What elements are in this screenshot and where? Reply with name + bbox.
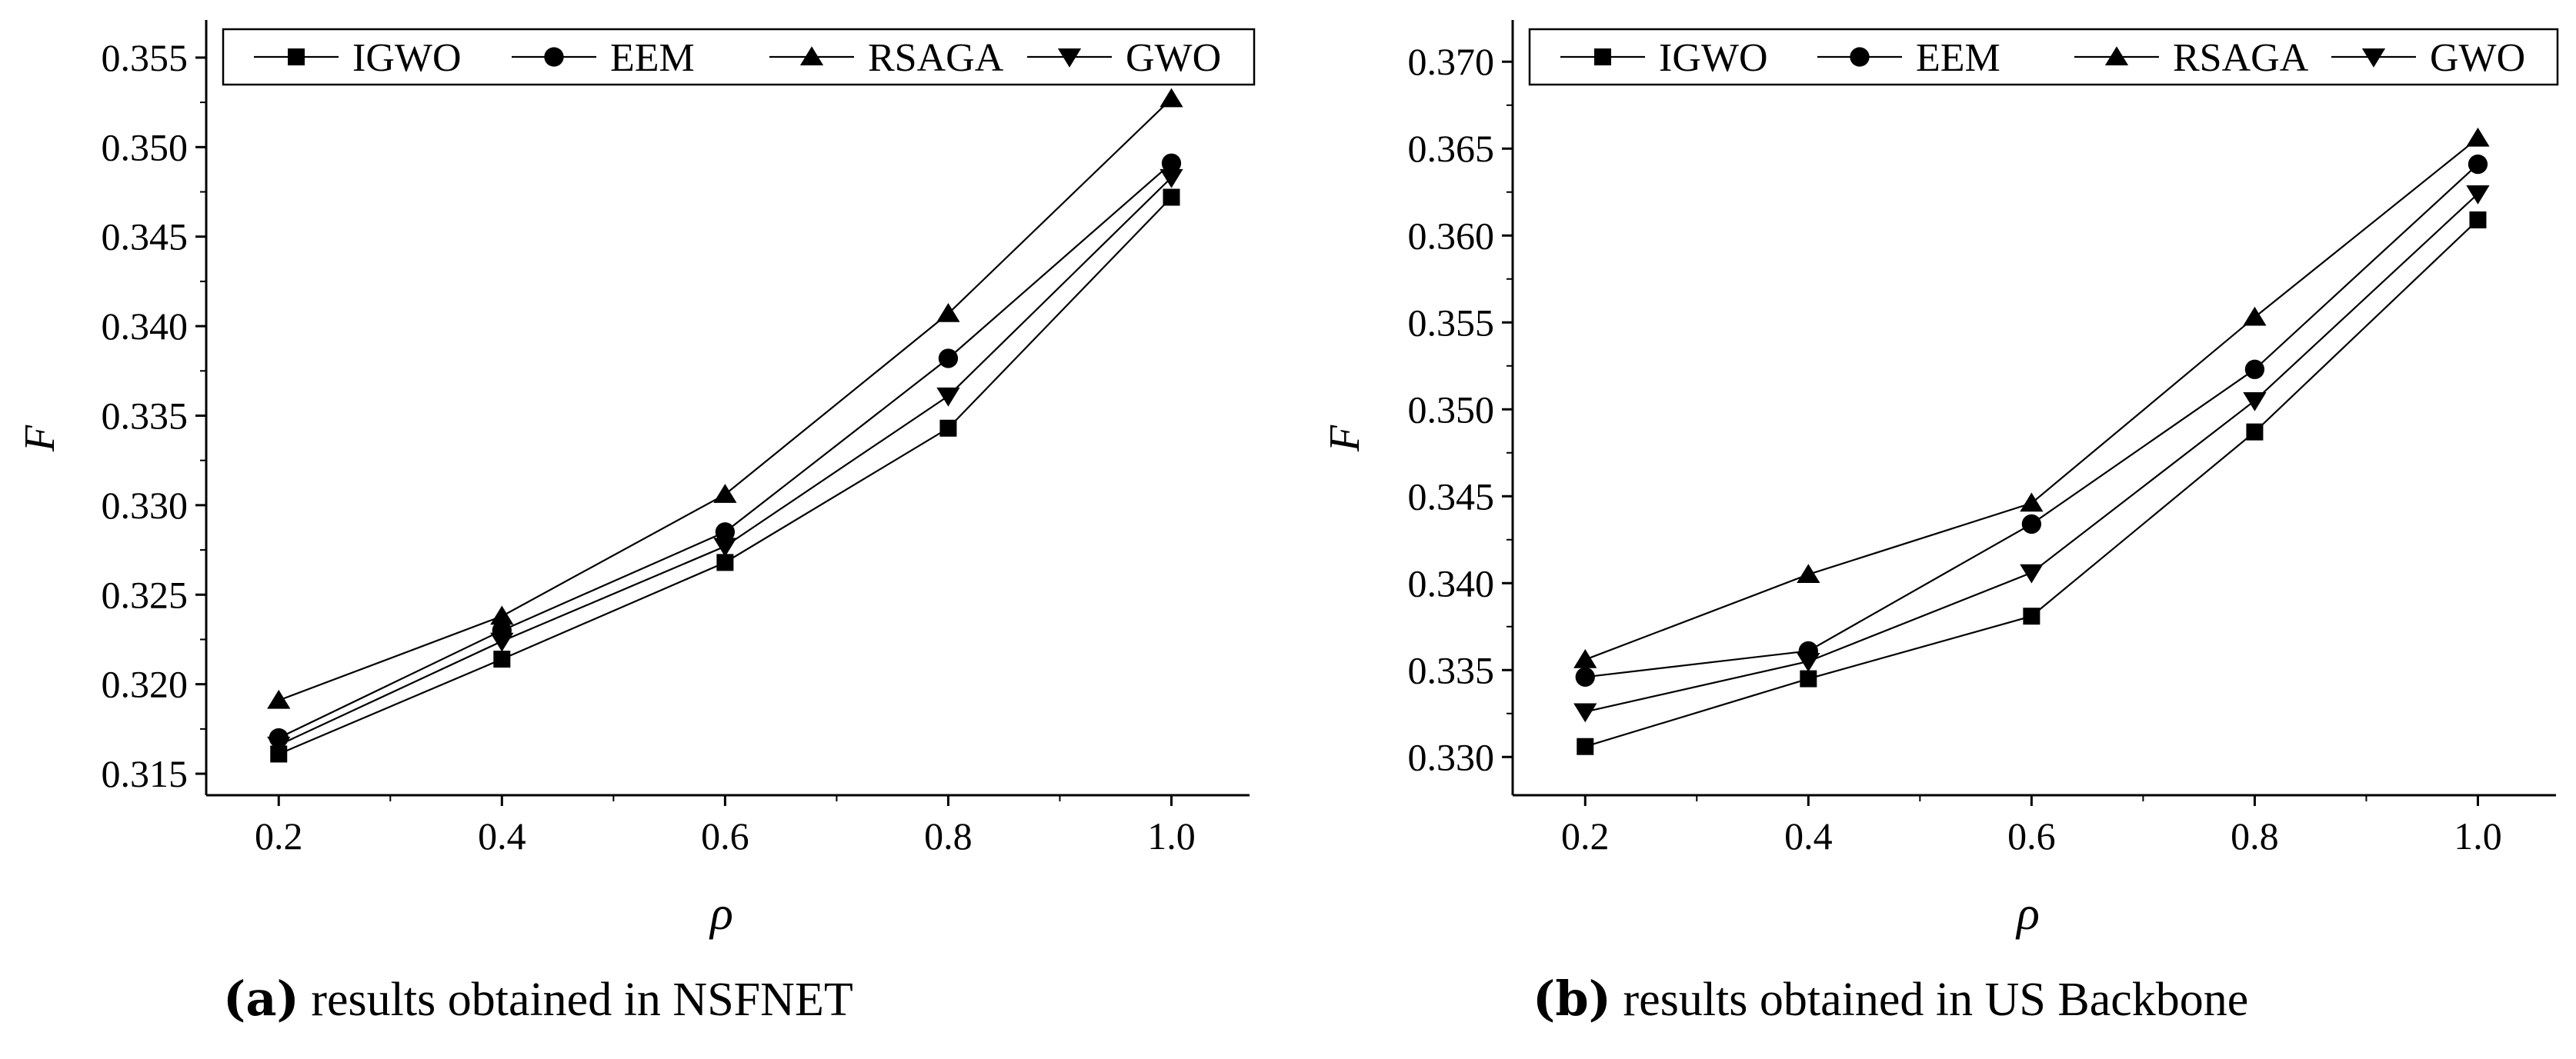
- chart-b-series-gwo-line: [1585, 193, 2479, 713]
- chart-b-legend-rsaga-marker: [2104, 46, 2129, 65]
- chart-b-y-tick-label: 0.330: [1408, 735, 1495, 778]
- chart-a-series-rsaga-line: [278, 98, 1173, 701]
- chart-b-series-igwo-point: [2023, 608, 2040, 625]
- chart-b-y-tick-label: 0.335: [1408, 648, 1495, 691]
- chart-b-series-igwo-point: [1800, 670, 1817, 688]
- chart-b-series-eem-point: [2468, 154, 2488, 175]
- chart-b-legend-igwo-marker: [1594, 48, 1611, 65]
- chart-b-legend-gwo-marker: [2361, 48, 2386, 68]
- chart-a-y-tick-label: 0.320: [102, 663, 189, 706]
- chart-a-legend-gwo-label: GWO: [1126, 36, 1221, 80]
- chart-b-series-igwo-point: [2469, 211, 2487, 228]
- chart-a-y-tick-label: 0.345: [102, 215, 189, 258]
- chart-a-series-igwo-point: [493, 651, 511, 668]
- chart-b-series-igwo-point: [2246, 423, 2264, 441]
- chart-a-series-gwo-point: [713, 538, 737, 558]
- chart-a-legend-eem-marker: [544, 47, 564, 67]
- chart-a-series-gwo-point: [1160, 168, 1183, 188]
- chart-a-y-tick-label: 0.330: [102, 484, 189, 527]
- chart-a-series-eem-point: [1161, 153, 1182, 173]
- chart-a-series-rsaga-point: [1160, 88, 1183, 108]
- chart-a-series-gwo-line: [278, 177, 1173, 746]
- chart-b-series-gwo-point: [2466, 185, 2490, 205]
- chart-b-x-axis-label: ρ: [2015, 887, 2040, 940]
- caption-b-letter: (b): [1533, 971, 1612, 1027]
- chart-a-series-gwo-point: [267, 736, 291, 756]
- chart-a-series-rsaga-point: [490, 605, 514, 625]
- chart-a-y-tick-label: 0.315: [102, 752, 189, 795]
- chart-b-legend-eem-marker: [1850, 47, 1870, 67]
- chart-b-x-tick-label: 0.2: [1561, 814, 1610, 858]
- chart-a-x-tick-label: 0.2: [255, 814, 303, 858]
- chart-b-series-eem-point: [2021, 514, 2042, 534]
- chart-b-series-rsaga-point: [1797, 564, 1820, 583]
- caption-b-text: results obtained in US Backbone: [1611, 974, 2249, 1026]
- chart-a-y-tick-label: 0.350: [102, 125, 189, 168]
- chart-a-x-axis-label: ρ: [709, 887, 733, 940]
- chart-b-y-axis-label: F: [1321, 425, 1369, 452]
- chart-a-y-tick-label: 0.335: [102, 394, 189, 437]
- chart-a-series-gwo-point: [490, 632, 514, 652]
- chart-b-y-tick-label: 0.365: [1408, 127, 1495, 170]
- chart-a-y-tick-label: 0.355: [102, 36, 189, 79]
- chart-b-series-gwo-point: [1797, 652, 1820, 672]
- chart-a-legend-gwo-marker: [1057, 48, 1082, 68]
- chart-b-series-gwo-point: [1573, 703, 1597, 723]
- chart-b-series-eem-line: [1585, 163, 2479, 678]
- chart-a-legend-igwo-marker: [288, 48, 305, 65]
- chart-b-series-eem-point: [2244, 359, 2265, 379]
- chart-b-x-tick-label: 1.0: [2454, 814, 2502, 858]
- chart-b-y-tick-label: 0.340: [1408, 561, 1495, 604]
- chart-b-legend-gwo-label: GWO: [2430, 36, 2525, 80]
- chart-b-y-tick-label: 0.355: [1408, 301, 1495, 344]
- chart-a-x-tick-label: 0.4: [478, 814, 526, 858]
- chart-a-series-rsaga-point: [936, 303, 960, 322]
- chart-a-legend-rsaga-marker: [799, 46, 824, 65]
- chart-a-x-tick-label: 0.8: [924, 814, 973, 858]
- chart-b-series-gwo-point: [2243, 391, 2267, 411]
- chart-a-series-igwo-point: [939, 419, 957, 437]
- chart-b-legend-eem-label: EEM: [1916, 36, 2000, 80]
- chart-a-y-tick-label: 0.340: [102, 305, 189, 348]
- chart-a-series-rsaga-point: [713, 484, 737, 503]
- chart-a-y-axis-label: F: [16, 425, 64, 452]
- caption-a-letter: (a): [223, 971, 299, 1027]
- chart-b-y-tick-label: 0.360: [1408, 214, 1495, 257]
- chart-a-x-tick-label: 1.0: [1147, 814, 1196, 858]
- chart-a-x-tick-label: 0.6: [701, 814, 749, 858]
- chart-b-series-igwo-point: [1577, 738, 1594, 755]
- caption-a: (a) results obtained in NSFNET: [223, 971, 853, 1027]
- chart-a-legend-eem-label: EEM: [610, 36, 695, 80]
- chart-b-x-tick-label: 0.8: [2231, 814, 2279, 858]
- chart-b-series-gwo-point: [2020, 564, 2044, 584]
- chart-a-series-rsaga-point: [267, 689, 291, 709]
- chart-b-series-rsaga-point: [2020, 492, 2044, 512]
- chart-b-x-tick-label: 0.4: [1784, 814, 1833, 858]
- chart-b-x-tick-label: 0.6: [2007, 814, 2056, 858]
- caption-a-text: results obtained in NSFNET: [299, 974, 853, 1026]
- chart-a-legend-igwo-label: IGWO: [352, 36, 462, 80]
- chart-b-y-tick-label: 0.350: [1408, 388, 1495, 431]
- chart-b-series-igwo-line: [1584, 219, 2479, 748]
- chart-a-series-igwo-point: [1163, 188, 1180, 206]
- chart-b-series-rsaga-point: [2466, 127, 2490, 147]
- chart-a-series-igwo-point: [716, 554, 734, 571]
- caption-b: (b) results obtained in US Backbone: [1533, 971, 2248, 1027]
- chart-a-series-eem-point: [938, 348, 959, 368]
- chart-a-y-tick-label: 0.325: [102, 573, 189, 616]
- chart-b-series-eem-point: [1575, 667, 1595, 687]
- chart-a-series-eem-point: [715, 522, 736, 542]
- chart-a-legend-rsaga-label: RSAGA: [868, 36, 1004, 80]
- chart-b-legend-igwo-label: IGWO: [1659, 36, 1768, 80]
- chart-a-series-gwo-point: [936, 387, 960, 407]
- chart-b-series-rsaga-point: [2243, 306, 2267, 326]
- chart-b-series-rsaga-point: [1573, 648, 1597, 668]
- chart-b-legend-rsaga-label: RSAGA: [2173, 36, 2309, 80]
- chart-a-series-eem-line: [278, 162, 1173, 739]
- chart-b-y-tick-label: 0.345: [1408, 475, 1495, 518]
- chart-b-y-tick-label: 0.370: [1408, 40, 1495, 83]
